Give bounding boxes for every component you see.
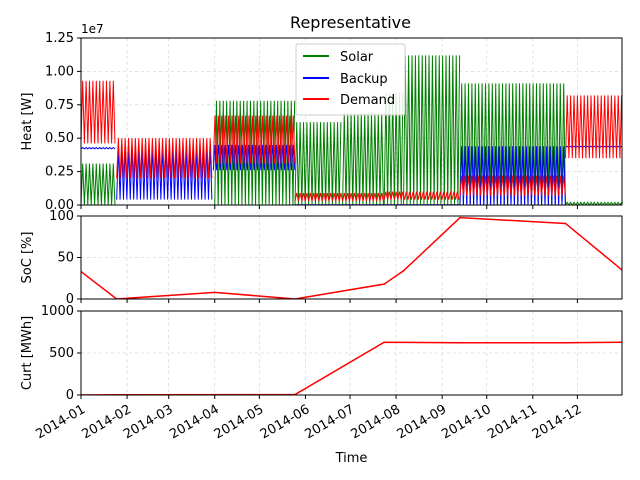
legend: Solar Backup Demand	[295, 43, 406, 116]
y-tick-label: 0	[66, 292, 74, 307]
backup-series-segment	[212, 144, 296, 171]
data-point	[402, 269, 405, 272]
chart-title: Representative	[290, 13, 411, 32]
offset-label: 1e7	[81, 22, 104, 36]
y-axis-label: Heat [W]	[20, 93, 35, 151]
y-tick-label: 0.25	[45, 165, 74, 180]
data-point	[213, 291, 216, 294]
data-point	[383, 283, 386, 285]
demand-series-segment	[459, 175, 566, 196]
y-axis-label: Curt [MWh]	[20, 316, 35, 390]
demand-series-segment	[383, 191, 460, 200]
plot-content	[81, 55, 622, 205]
y-tick-label: 50	[57, 251, 74, 266]
x-tick-label: 2014-06	[258, 402, 313, 442]
solar-series-segment	[403, 55, 461, 205]
legend-backup-label: Backup	[340, 72, 388, 87]
legend-demand-label: Demand	[340, 93, 395, 108]
demand-series-segment	[294, 192, 384, 202]
data-point	[383, 341, 386, 344]
y-tick-label: 1.25	[45, 31, 74, 46]
y-tick-label: 100	[49, 209, 74, 224]
demand-series-segment	[212, 115, 296, 164]
demand-series-segment	[565, 95, 622, 159]
x-tick-label: 2014-07	[302, 402, 357, 442]
y-tick-label: 0.75	[45, 98, 74, 113]
backup-series-segment	[81, 146, 116, 150]
data-point	[459, 216, 461, 219]
legend-frame	[295, 43, 406, 116]
x-axis-label: Time	[335, 451, 368, 466]
demand-series-segment	[81, 80, 116, 144]
backup-series-segment	[116, 146, 213, 200]
x-tick-label: 2014-09	[395, 402, 450, 442]
axes-frame	[80, 37, 623, 206]
x-tick-label: 2014-01	[33, 402, 88, 442]
y-tick-label: 500	[49, 346, 74, 361]
data-point	[564, 341, 567, 344]
y-tick-label: 0.00	[45, 198, 74, 213]
x-tick-label: 2014-04	[167, 402, 222, 442]
solar-series-segment	[565, 201, 622, 205]
x-tick-label: 2014-12	[530, 402, 585, 442]
y-axis-label: SoC [%]	[20, 232, 35, 284]
solar-series-segment	[81, 163, 116, 205]
x-tick-label: 2014-05	[212, 402, 267, 442]
y-tick-label: 0.50	[45, 131, 74, 146]
demand-series-segment	[116, 138, 213, 179]
y-tick-label: 0	[66, 388, 74, 403]
x-tick-label: 2014-10	[439, 402, 494, 442]
x-tick-label: 2014-11	[485, 402, 540, 442]
data-point	[459, 341, 461, 344]
solar-series-segment	[459, 83, 566, 205]
backup-series-segment	[565, 145, 622, 149]
y-tick-label: 1.00	[45, 64, 74, 79]
legend-solar-label: Solar	[340, 50, 374, 65]
data-point	[564, 222, 567, 225]
soc-panel: 0 50 100 SoC [%]	[20, 209, 623, 307]
y-tick-label: 1000	[41, 304, 74, 319]
x-tick-label: 2014-08	[349, 402, 404, 442]
solar-series-segment	[294, 122, 342, 205]
